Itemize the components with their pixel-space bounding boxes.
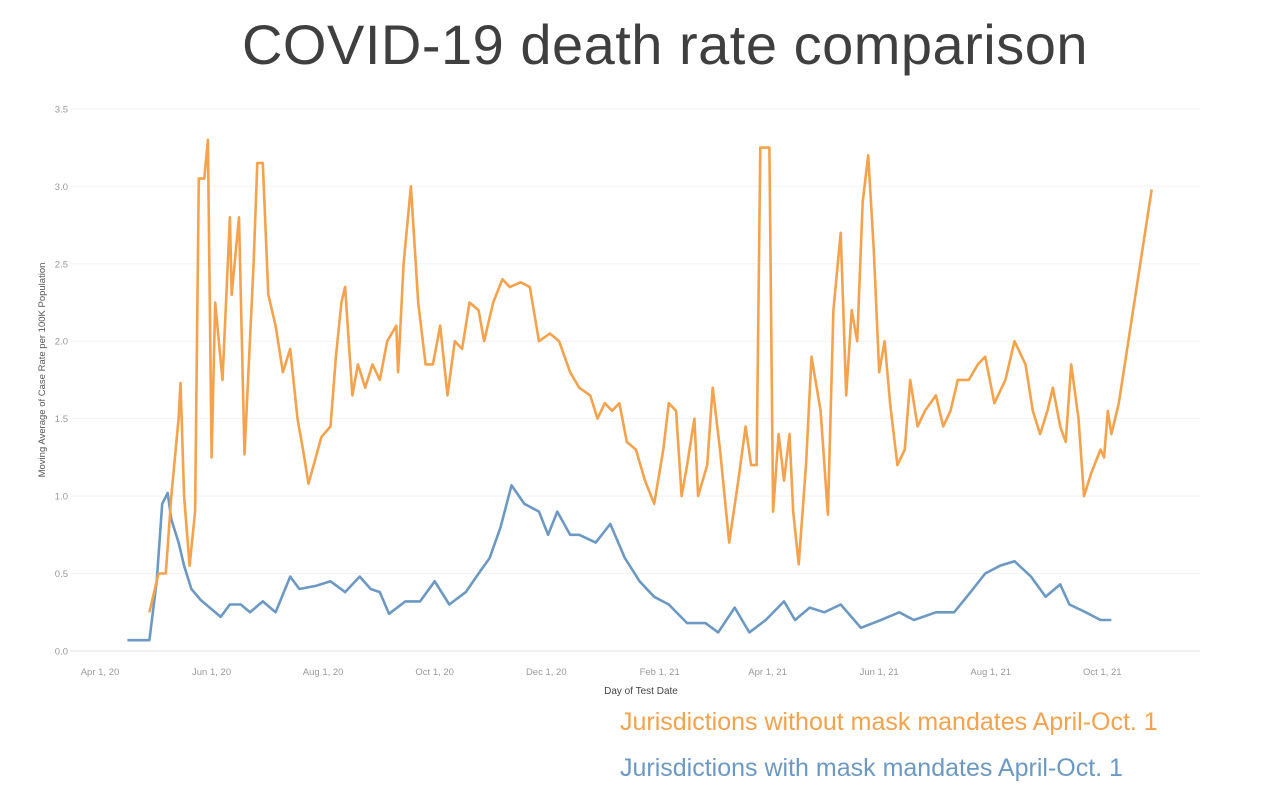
x-tick-label: Oct 1, 21 [1083, 667, 1122, 678]
x-tick-label: Jun 1, 20 [192, 667, 231, 678]
y-axis-label: Moving Average of Case Rate per 100K Pop… [37, 263, 48, 478]
x-tick-label: Aug 1, 21 [970, 667, 1011, 678]
x-axis-label: Day of Test Date [604, 686, 678, 697]
chart-title: COVID-19 death rate comparison [241, 13, 1089, 76]
y-tick-label: 1.5 [55, 414, 68, 425]
y-tick-label: 0.0 [55, 647, 68, 658]
series-line-with-mandates [127, 484, 1112, 642]
x-tick-label: Jun 1, 21 [860, 667, 899, 678]
y-tick-label: 0.5 [55, 569, 68, 580]
y-tick-label: 2.0 [55, 337, 68, 348]
x-tick-label: Dec 1, 20 [526, 667, 567, 678]
y-tick-label: 1.0 [55, 492, 68, 503]
y-tick-label: 3.5 [55, 104, 68, 115]
x-tick-label: Apr 1, 21 [748, 667, 787, 678]
y-axis-ticks: 0.0 0.5 1.0 1.5 2.0 2.5 3.0 3.5 [55, 104, 68, 657]
x-tick-label: Apr 1, 20 [81, 667, 120, 678]
series-line-without-mandates [148, 138, 1153, 613]
series-lines [127, 138, 1153, 642]
x-tick-label: Oct 1, 20 [415, 667, 454, 678]
x-tick-label: Aug 1, 20 [303, 667, 344, 678]
legend-item-with-mandates: Jurisdictions with mask mandates April-O… [620, 754, 1123, 782]
y-tick-label: 3.0 [55, 182, 68, 193]
legend-item-without-mandates: Jurisdictions without mask mandates Apri… [620, 708, 1158, 736]
gridlines [70, 108, 1200, 652]
x-axis-ticks: Apr 1, 20 Jun 1, 20 Aug 1, 20 Oct 1, 20 Dec … [81, 667, 1122, 678]
x-tick-label: Feb 1, 21 [640, 667, 680, 678]
y-tick-label: 2.5 [55, 259, 68, 270]
